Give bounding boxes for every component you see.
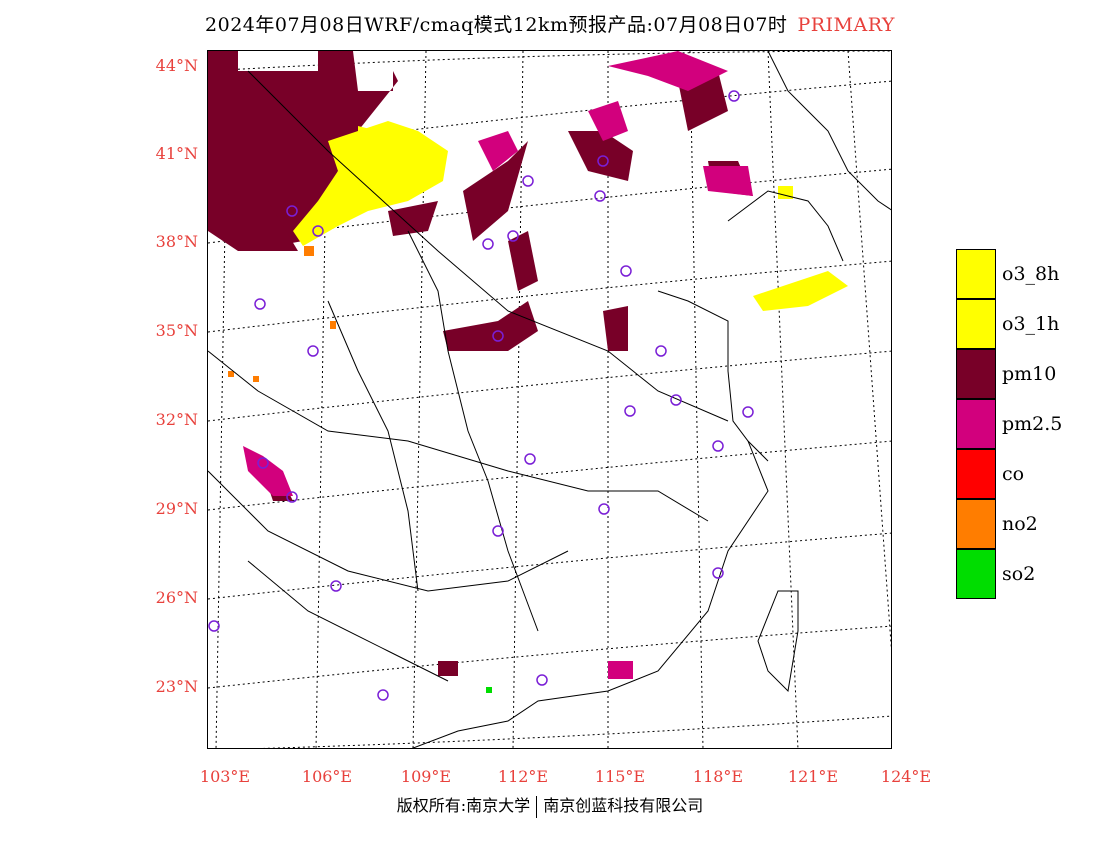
copyright-left: 版权所有:南京大学 (396, 796, 531, 815)
map-title-main: 2024年07月08日WRF/cmaq模式12km预报产品:07月08日07时 (205, 14, 788, 36)
legend-label: co (1002, 463, 1025, 485)
copyright-right: 南京创蓝科技有限公司 (543, 796, 704, 815)
map-title: 2024年07月08日WRF/cmaq模式12km预报产品:07月08日07时 P… (0, 10, 1100, 37)
legend-swatch-so2 (956, 549, 996, 599)
lon-label: 121°E (787, 767, 839, 786)
lat-label: 41°N (155, 144, 198, 163)
legend-swatch-no2 (956, 499, 996, 549)
lat-label: 23°N (155, 677, 198, 696)
graticule-lat (208, 51, 891, 748)
no2-field (228, 246, 336, 382)
lon-label: 115°E (594, 767, 646, 786)
lon-label: 124°E (880, 767, 932, 786)
pm25-field (243, 51, 753, 679)
map-svg (208, 51, 891, 748)
legend-swatch-o3-1h (956, 299, 996, 349)
lon-label: 103°E (199, 767, 251, 786)
so2-field (486, 687, 492, 693)
lon-label: 112°E (497, 767, 549, 786)
copyright-footer: 版权所有:南京大学 南京创蓝科技有限公司 (0, 792, 1100, 818)
lon-label: 106°E (301, 767, 353, 786)
legend-label: so2 (1002, 563, 1036, 585)
legend-label: pm2.5 (1002, 413, 1063, 435)
legend-swatch-co (956, 449, 996, 499)
legend-swatch-pm25 (956, 399, 996, 449)
legend-swatch-o3-8h (956, 249, 996, 299)
o3-field (293, 121, 848, 311)
lat-label: 32°N (155, 410, 198, 429)
legend-label: o3_8h (1002, 263, 1060, 285)
boundaries (208, 51, 891, 748)
lat-label: 38°N (155, 232, 198, 251)
lat-label: 26°N (155, 588, 198, 607)
lat-label: 29°N (155, 499, 198, 518)
lat-label: 35°N (155, 321, 198, 340)
lat-label: 44°N (155, 56, 198, 75)
legend-swatch-pm10 (956, 349, 996, 399)
footer-separator (536, 795, 538, 818)
primary-tag: PRIMARY (797, 14, 895, 36)
map-area[interactable] (207, 50, 892, 749)
lon-label: 118°E (692, 767, 744, 786)
legend-label: pm10 (1002, 363, 1057, 385)
legend-label: no2 (1002, 513, 1038, 535)
station-markers (208, 90, 754, 701)
legend-label: o3_1h (1002, 313, 1060, 335)
lon-label: 109°E (400, 767, 452, 786)
